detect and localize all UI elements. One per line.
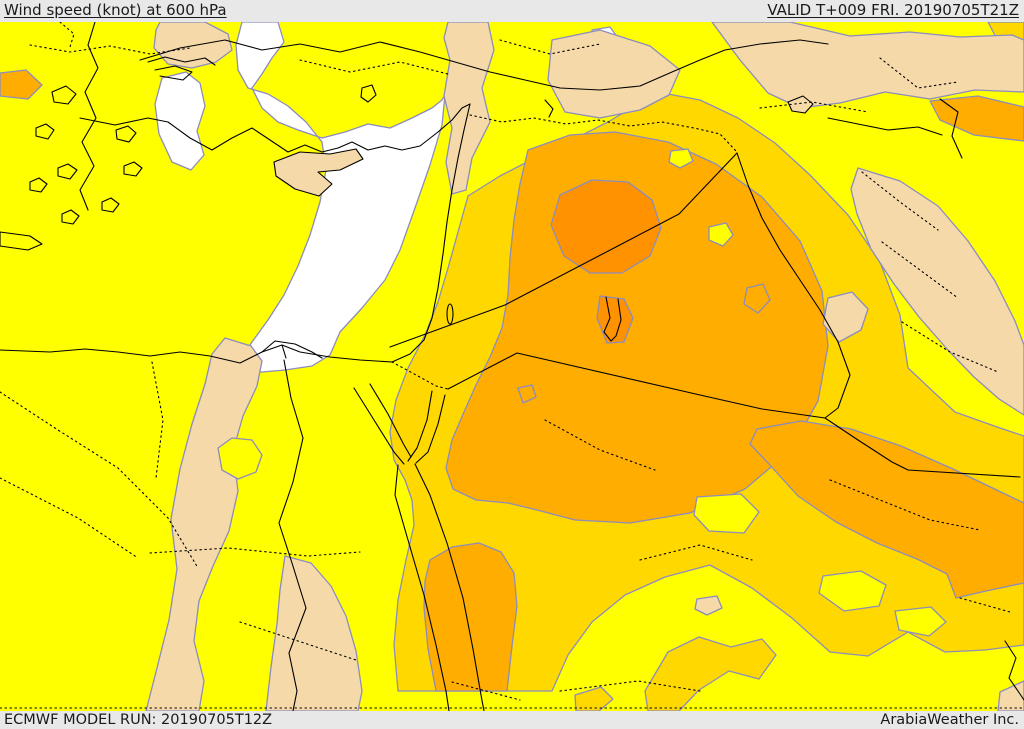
contour-bands [0, 21, 1024, 712]
red-sea-east-coast [414, 463, 485, 712]
contour-yellow-patch-north [668, 148, 694, 169]
contour-orange-blob-east [743, 283, 771, 314]
contour-peach-zagros-west [822, 291, 869, 343]
geography-lines [0, 21, 1024, 712]
contour-peach-east-anatolia [711, 21, 1024, 109]
contour-yellow-patch-saudi-2 [894, 606, 947, 637]
borders-iran-dotted [861, 171, 999, 373]
gulf-of-aqaba [407, 390, 446, 464]
contour-peach-south-small [694, 595, 723, 616]
borders-caucasus-dotted [759, 57, 959, 113]
contour-orange-northeast-corner [929, 95, 1024, 142]
contour-deep-orange-core [550, 179, 662, 274]
borders-sudan-redsea-dotted [239, 621, 701, 701]
borders-egypt-libya-sudan-dotted [0, 361, 361, 569]
coastline-south-turkey [79, 103, 471, 153]
contour-deep-orange-tharthar [596, 295, 634, 344]
border-israel-egypt-dotted [391, 361, 449, 390]
contour-orange-aegean [0, 69, 43, 100]
nile-river [278, 359, 307, 712]
model-run-label: ECMWF MODEL RUN: 20190705T12Z [4, 712, 273, 728]
footer-bar: ECMWF MODEL RUN: 20190705T12Z ArabiaWeat… [0, 711, 1024, 729]
contour-orange-redsea-region [423, 542, 518, 692]
persian-gulf-coast [1004, 640, 1024, 701]
contour-white-southwest-turkey [154, 71, 206, 171]
contour-yellow-patch-iraq [708, 222, 734, 247]
coastline-egypt [0, 344, 393, 364]
borders-gulf-dotted [829, 479, 1011, 613]
nile-delta [261, 340, 323, 359]
coastline-aegean [79, 21, 99, 211]
contour-peach-redsea-coast [265, 555, 363, 712]
borders-saudi-interior-dotted [544, 419, 753, 561]
lake-van [787, 95, 814, 114]
borders-balkans-dotted [29, 21, 191, 55]
caspian-rivers [544, 98, 963, 159]
border-iran-iraq [736, 152, 909, 471]
border-turkey-syria-dotted [469, 114, 738, 153]
gulf-of-suez [353, 383, 412, 465]
map-title: Wind speed (knot) at 600 hPa [4, 1, 227, 19]
coastline-marmara [147, 56, 216, 81]
contour-yellow-patch-saudi-1 [818, 570, 887, 612]
coastline-black-sea [139, 39, 829, 91]
dead-sea [446, 303, 454, 325]
red-sea-west-coast [394, 464, 450, 712]
contour-peach-zagros [850, 167, 1024, 416]
provider-label: ArabiaWeather Inc. [880, 712, 1019, 728]
cyprus-island [273, 148, 364, 197]
header-bar: Wind speed (knot) at 600 hPa VALID T+009… [0, 0, 1024, 22]
valid-time-label: VALID T+009 FRI. 20190705T21Z [767, 1, 1019, 19]
contour-peach-nile-valley [145, 337, 263, 712]
border-jordan-syria-iraq [389, 152, 738, 348]
contour-orange-main-region [445, 131, 829, 524]
contour-yellow-hole-nile [217, 437, 263, 480]
lake-tharthar [603, 296, 622, 342]
contour-peach-west-anatolia [153, 21, 233, 69]
contour-orange-southeast-region [749, 420, 1024, 599]
border-saudi-kuwait [907, 469, 1021, 478]
contour-orange-blob-small [517, 384, 537, 404]
coastline-levant [391, 103, 471, 363]
borders-dotted [0, 21, 1024, 709]
contour-yellow-patch-saudi-3 [693, 493, 760, 534]
contour-peach-northeast-anatolia [547, 29, 681, 119]
border-saudi-jordan-iraq [447, 352, 826, 419]
aegean-islands [0, 85, 143, 251]
contour-peach-gulf-corner [997, 680, 1024, 712]
lake-tuz [360, 84, 377, 103]
borders-anatolia-dotted [299, 39, 601, 75]
